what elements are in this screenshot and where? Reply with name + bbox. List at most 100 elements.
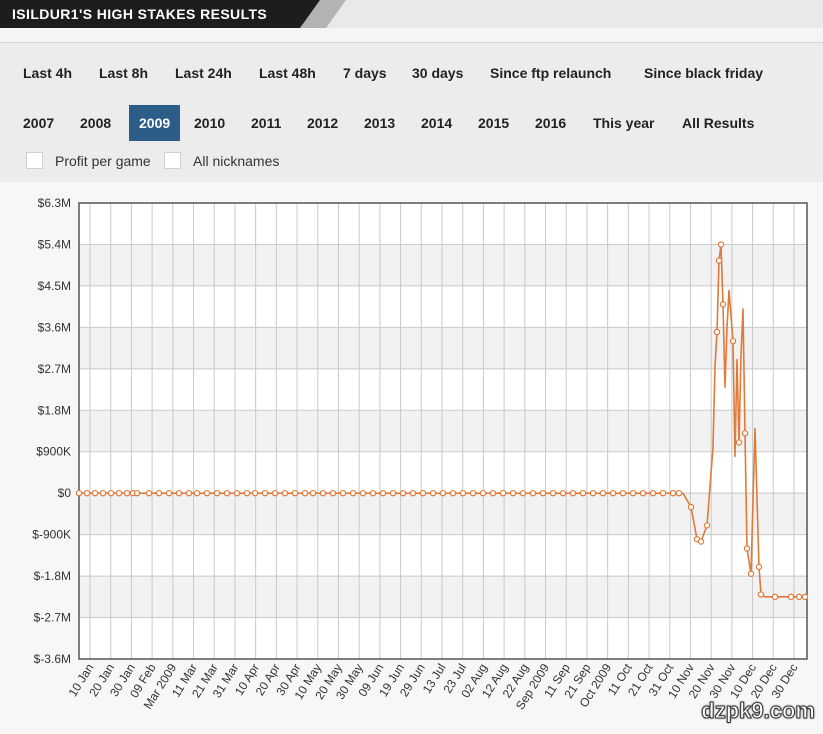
data-point bbox=[529, 489, 537, 497]
filter-since-black-friday[interactable]: Since black friday bbox=[644, 65, 764, 81]
y-tick-label: $-2.7M bbox=[34, 611, 71, 625]
page-title: ISILDUR1'S HIGH STAKES RESULTS bbox=[12, 6, 268, 22]
data-point bbox=[429, 489, 437, 497]
year-2016[interactable]: 2016 bbox=[535, 115, 567, 131]
data-point bbox=[569, 489, 577, 497]
data-point bbox=[281, 489, 289, 497]
results-line-chart: $6.3M $5.4M $4.5M $3.6M $2.7M $1.8M $900K $0 $-9… bbox=[32, 196, 809, 712]
year-2009[interactable]: 2009 bbox=[129, 105, 181, 141]
data-point bbox=[301, 489, 309, 497]
profit-per-game-label: Profit per game bbox=[55, 152, 151, 169]
data-point bbox=[459, 489, 467, 497]
data-point bbox=[291, 489, 299, 497]
data-point bbox=[251, 489, 259, 497]
filter-this-year[interactable]: This year bbox=[593, 115, 655, 131]
y-tick-label: $3.6M bbox=[38, 320, 71, 334]
data-point bbox=[801, 593, 809, 601]
data-point bbox=[133, 489, 141, 497]
checkbox-box[interactable] bbox=[164, 152, 181, 169]
data-point bbox=[369, 489, 377, 497]
data-point bbox=[549, 489, 557, 497]
data-point bbox=[319, 489, 327, 497]
year-2015[interactable]: 2015 bbox=[478, 115, 510, 131]
title-tab bbox=[0, 0, 322, 28]
data-point bbox=[787, 593, 795, 601]
data-point bbox=[713, 328, 721, 336]
data-point bbox=[539, 489, 547, 497]
data-point bbox=[735, 439, 743, 446]
y-tick-label: $2.7M bbox=[38, 362, 71, 376]
filter-last-48h[interactable]: Last 48h bbox=[259, 65, 316, 81]
y-tick-label: $1.8M bbox=[38, 403, 71, 417]
data-point bbox=[193, 489, 201, 497]
data-point bbox=[449, 489, 457, 497]
year-2007[interactable]: 2007 bbox=[23, 115, 55, 131]
data-point bbox=[91, 489, 99, 497]
data-point bbox=[703, 522, 711, 529]
filter-last-24h[interactable]: Last 24h bbox=[175, 65, 232, 81]
data-point bbox=[107, 489, 115, 497]
y-tick-label: $-3.6M bbox=[34, 652, 71, 666]
data-point bbox=[349, 489, 357, 497]
data-point bbox=[743, 545, 751, 552]
year-2008[interactable]: 2008 bbox=[80, 115, 112, 131]
data-point bbox=[675, 489, 683, 497]
data-point bbox=[479, 489, 487, 497]
data-point bbox=[83, 489, 91, 497]
all-nicknames-checkbox[interactable]: All nicknames bbox=[164, 152, 279, 169]
data-point bbox=[203, 489, 211, 497]
data-point bbox=[389, 489, 397, 497]
y-tick-label: $900K bbox=[36, 445, 71, 459]
data-point bbox=[697, 538, 705, 545]
year-2010[interactable]: 2010 bbox=[194, 115, 226, 131]
y-tick-label: $4.5M bbox=[38, 279, 71, 293]
data-point bbox=[419, 489, 427, 497]
data-point bbox=[223, 489, 231, 497]
data-point bbox=[271, 489, 279, 497]
y-tick-label: $-900K bbox=[32, 528, 71, 542]
data-point bbox=[359, 489, 367, 497]
year-2013[interactable]: 2013 bbox=[364, 115, 396, 131]
data-point bbox=[439, 489, 447, 497]
data-point bbox=[719, 301, 727, 308]
data-point bbox=[659, 489, 667, 497]
year-2012[interactable]: 2012 bbox=[307, 115, 339, 131]
data-point bbox=[499, 489, 507, 497]
checkbox-box[interactable] bbox=[26, 152, 43, 169]
y-tick-label: $-1.8M bbox=[34, 569, 71, 583]
data-point bbox=[509, 489, 517, 497]
data-point bbox=[715, 257, 723, 264]
data-point bbox=[243, 489, 251, 497]
data-point bbox=[155, 489, 163, 497]
data-point bbox=[717, 241, 725, 248]
plot-border bbox=[78, 202, 808, 660]
year-2014[interactable]: 2014 bbox=[421, 115, 453, 131]
data-point bbox=[755, 563, 763, 571]
data-point bbox=[339, 489, 347, 497]
data-point bbox=[233, 489, 241, 497]
data-point bbox=[649, 489, 657, 497]
filter-since-ftp-relaunch[interactable]: Since ftp relaunch bbox=[490, 65, 612, 81]
profit-per-game-checkbox[interactable]: Profit per game bbox=[26, 152, 151, 169]
data-point bbox=[559, 489, 567, 497]
filter-last-4h[interactable]: Last 4h bbox=[23, 65, 73, 81]
data-point bbox=[165, 489, 173, 497]
data-point bbox=[115, 489, 123, 497]
data-point bbox=[729, 337, 737, 345]
all-nicknames-label: All nicknames bbox=[193, 152, 280, 169]
page-header: ISILDUR1'S HIGH STAKES RESULTS bbox=[0, 0, 823, 28]
chart-area: $6.3M $5.4M $4.5M $3.6M $2.7M $1.8M $900K $0 $-9… bbox=[0, 182, 823, 734]
plot-band bbox=[79, 576, 807, 618]
data-point bbox=[185, 489, 193, 497]
year-2011[interactable]: 2011 bbox=[251, 115, 282, 131]
data-point bbox=[747, 570, 755, 577]
plot-band bbox=[79, 244, 807, 286]
filter-30-days[interactable]: 30 days bbox=[412, 65, 464, 81]
y-tick-label: $0 bbox=[58, 486, 72, 500]
filter-7-days[interactable]: 7 days bbox=[343, 65, 387, 81]
data-point bbox=[687, 503, 695, 511]
data-point bbox=[489, 489, 497, 497]
data-point bbox=[589, 489, 597, 497]
filter-last-8h[interactable]: Last 8h bbox=[99, 65, 149, 81]
filter-all-results[interactable]: All Results bbox=[682, 115, 755, 131]
